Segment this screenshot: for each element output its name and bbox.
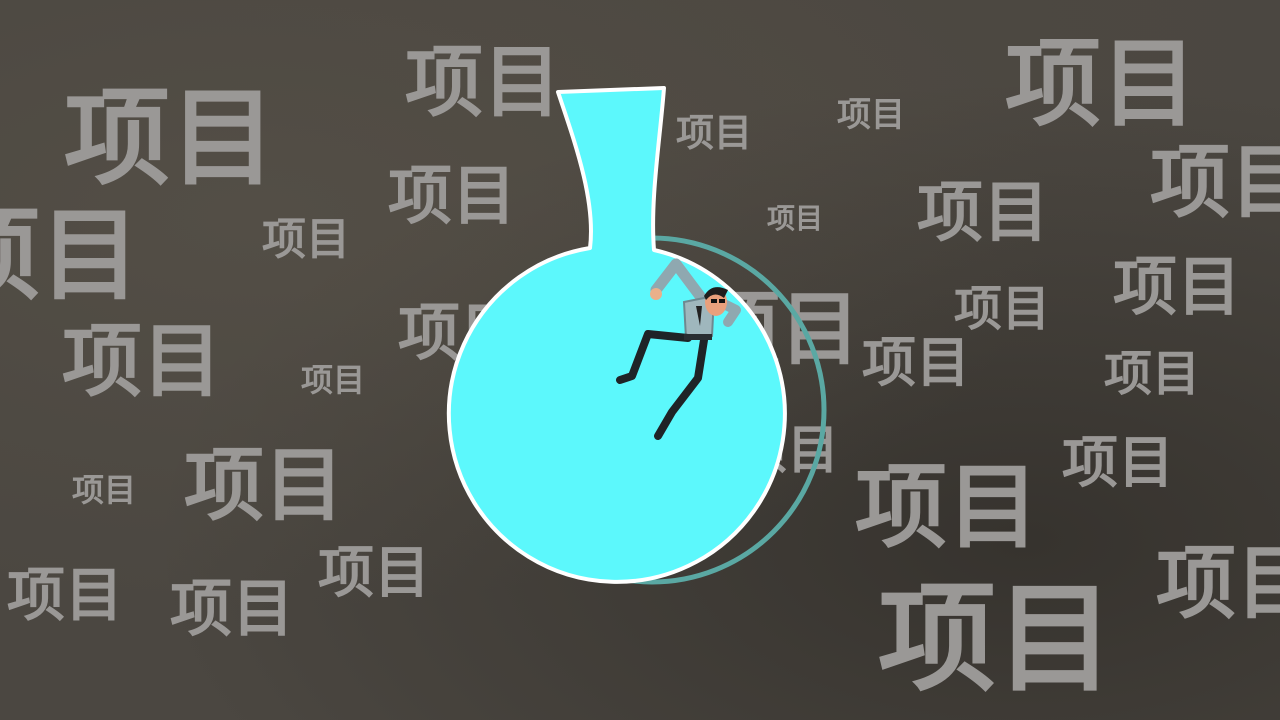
falling-man-figure-icon xyxy=(616,258,741,440)
floating-word: 项目 xyxy=(0,197,140,314)
floating-word: 项目 xyxy=(837,95,905,135)
floating-word: 项目 xyxy=(64,77,276,200)
floating-word: 项目 xyxy=(405,38,562,128)
floating-word: 项目 xyxy=(262,214,350,265)
floating-word: 项目 xyxy=(388,160,516,234)
floating-word: 项目 xyxy=(878,570,1115,708)
floating-word: 项目 xyxy=(301,361,366,399)
floating-word: 项目 xyxy=(1062,431,1174,496)
round-bottom-flask-icon xyxy=(446,86,787,584)
floating-word: 项目 xyxy=(917,174,1049,251)
floating-word: 项目 xyxy=(1113,251,1241,325)
floating-word: 项目 xyxy=(72,471,137,509)
floating-word: 项目 xyxy=(1104,346,1201,402)
floating-word: 项目 xyxy=(318,541,430,606)
floating-word: 项目 xyxy=(7,561,124,629)
floating-word: 项目 xyxy=(170,572,295,645)
floating-word: 项目 xyxy=(767,202,824,235)
floating-word: 项目 xyxy=(855,454,1040,561)
floating-word: 项目 xyxy=(1156,537,1280,630)
floating-word: 项目 xyxy=(184,439,344,532)
floating-word: 项目 xyxy=(862,331,970,394)
floating-word: 项目 xyxy=(1005,28,1197,140)
floating-word: 项目 xyxy=(1150,136,1280,229)
floating-word: 项目 xyxy=(62,315,222,408)
floating-word: 项目 xyxy=(954,281,1051,337)
floating-word: 项目 xyxy=(676,111,753,155)
